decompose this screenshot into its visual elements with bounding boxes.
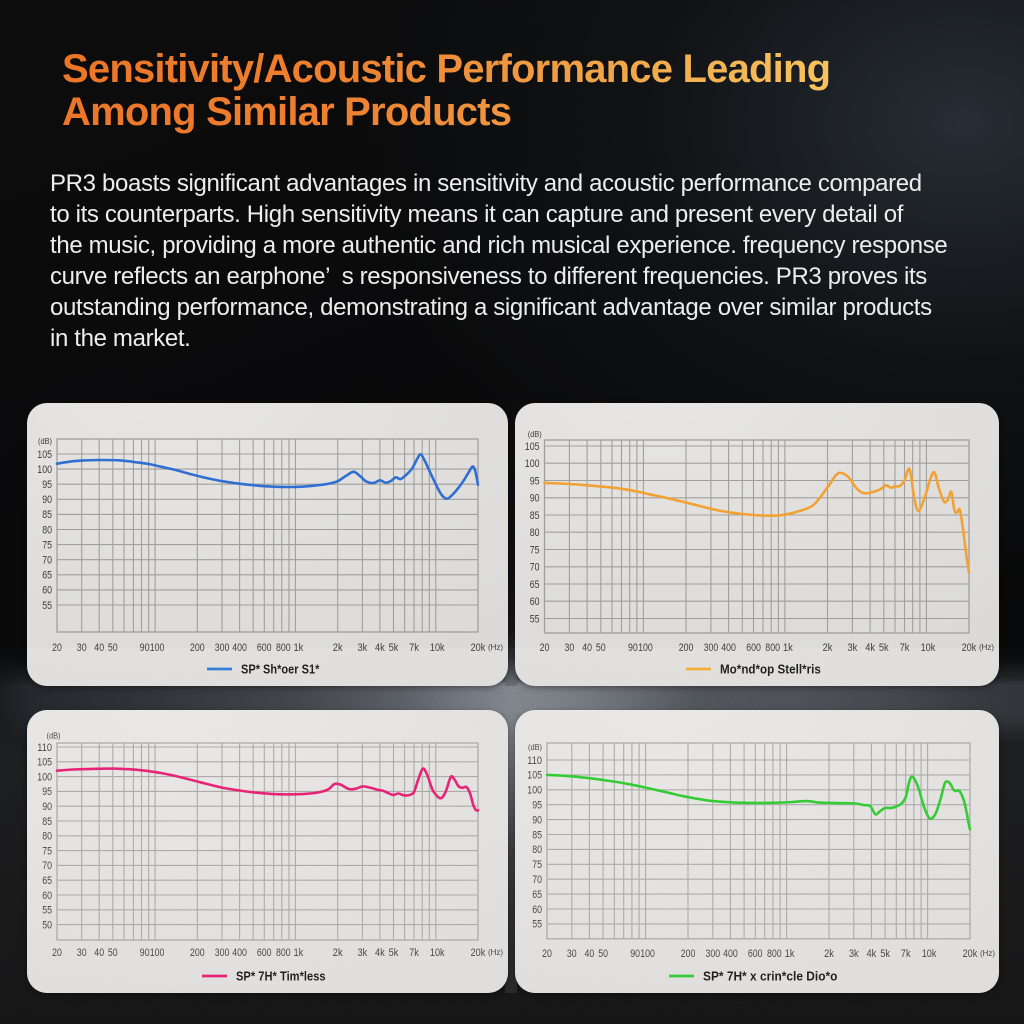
svg-text:90: 90 bbox=[530, 493, 540, 505]
svg-text:55: 55 bbox=[42, 600, 52, 612]
svg-text:(dB): (dB) bbox=[528, 429, 542, 439]
svg-text:60: 60 bbox=[42, 585, 52, 597]
svg-text:75: 75 bbox=[530, 544, 540, 556]
svg-text:80: 80 bbox=[42, 524, 52, 536]
svg-text:95: 95 bbox=[42, 479, 52, 491]
svg-text:75: 75 bbox=[42, 539, 52, 551]
svg-text:85: 85 bbox=[530, 510, 540, 522]
svg-text:(Hz): (Hz) bbox=[488, 642, 503, 652]
svg-text:105: 105 bbox=[37, 449, 52, 461]
svg-text:100: 100 bbox=[525, 458, 540, 470]
svg-text:85: 85 bbox=[42, 509, 52, 521]
svg-text:65: 65 bbox=[42, 570, 52, 582]
svg-text:90: 90 bbox=[42, 494, 52, 506]
svg-text:60: 60 bbox=[530, 596, 540, 608]
svg-text:95: 95 bbox=[530, 475, 540, 487]
svg-text:70: 70 bbox=[42, 555, 52, 567]
svg-text:(dB): (dB) bbox=[38, 436, 52, 446]
svg-text:70: 70 bbox=[530, 562, 540, 574]
svg-text:105: 105 bbox=[525, 441, 540, 453]
svg-text:(Hz): (Hz) bbox=[979, 642, 994, 652]
svg-text:65: 65 bbox=[530, 579, 540, 591]
svg-text:80: 80 bbox=[530, 527, 540, 539]
svg-text:55: 55 bbox=[530, 613, 540, 625]
svg-text:100: 100 bbox=[37, 464, 52, 476]
